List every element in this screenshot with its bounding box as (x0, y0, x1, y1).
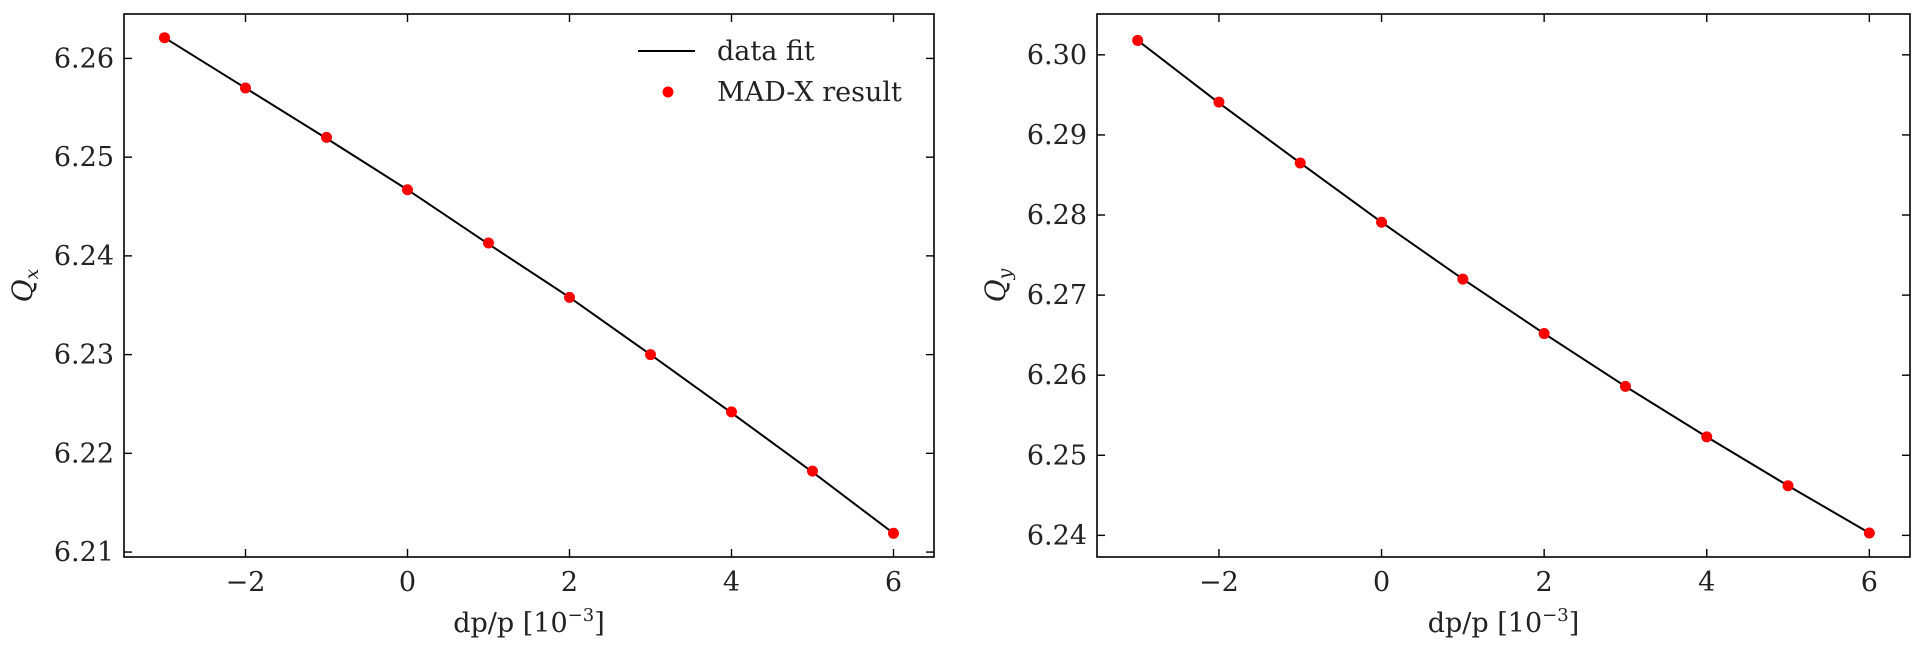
y-tick-label: 6.26 (1027, 360, 1087, 391)
plot-frame (1096, 13, 1911, 558)
data-point-madx (159, 32, 170, 44)
y-axis-label: Qx (6, 268, 43, 302)
x-tick-label: 6 (885, 567, 902, 598)
y-tick-label: 6.22 (54, 438, 114, 469)
x-tick-label: −2 (1199, 567, 1239, 598)
x-tick-label: 4 (723, 567, 740, 598)
legend-label-data-fit: data fit (717, 36, 815, 67)
data-point-madx (888, 527, 899, 539)
y-tick-label: 6.23 (54, 340, 114, 371)
x-tick-label: 6 (1861, 567, 1878, 598)
series-line-data-fit (163, 36, 895, 535)
y-tick-label: 6.21 (54, 537, 114, 568)
chart-panel-2: −2 0 2 4 6 6.24 6.25 6.26 6.27 6.28 6.29 6.30 dp/p [… (979, 13, 1911, 639)
x-axis-label: dp/p [10−3] (453, 605, 605, 639)
data-point-madx (1782, 480, 1794, 492)
y-tick-label: 6.24 (54, 241, 114, 272)
data-point-madx (1701, 431, 1713, 443)
y-tick-label: 6.30 (1027, 40, 1087, 71)
x-tick-label: 2 (1536, 567, 1553, 598)
y-tick-label: 6.24 (1027, 520, 1087, 551)
legend-label-madx: MAD-X result (717, 77, 902, 108)
data-point-madx (1132, 34, 1144, 46)
data-point-madx (402, 184, 413, 196)
y-tick-label: 6.27 (1027, 280, 1087, 311)
y-tick-label: 6.25 (54, 142, 114, 173)
y-tick-label: 6.28 (1027, 200, 1087, 231)
x-tick-label: 4 (1698, 567, 1715, 598)
y-tick-label: 6.25 (1027, 440, 1087, 471)
data-point-madx (1863, 527, 1875, 539)
y-tick-label: 6.26 (54, 43, 114, 74)
x-tick-label: 0 (1373, 567, 1390, 598)
series-line-data-fit (1137, 39, 1870, 534)
x-tick-label: 2 (561, 567, 578, 598)
data-point-madx (483, 237, 494, 249)
chart-panel-1: −2 0 2 4 6 6.21 6.22 6.23 6.24 6.25 6.26 dp/p [10−3… (6, 13, 935, 639)
data-point-madx (645, 349, 656, 361)
legend-marker-swatch (662, 86, 674, 98)
x-axis-label: dp/p [10−3] (1428, 605, 1580, 639)
data-point-madx (807, 465, 818, 477)
data-point-madx (1376, 216, 1388, 228)
data-point-madx (240, 82, 251, 94)
data-point-madx (1457, 273, 1469, 285)
x-tick-label: −2 (226, 567, 266, 598)
data-point-madx (726, 406, 737, 418)
data-point-madx (564, 291, 575, 303)
data-point-madx (1538, 328, 1550, 340)
data-point-madx (321, 131, 332, 143)
y-tick-label: 6.29 (1027, 120, 1087, 151)
plot-frame (123, 13, 935, 558)
data-point-madx (1619, 380, 1631, 392)
data-point-madx (1294, 157, 1306, 169)
data-point-madx (1213, 96, 1225, 108)
x-tick-label: 0 (399, 567, 416, 598)
y-axis-label: Qy (979, 268, 1016, 302)
